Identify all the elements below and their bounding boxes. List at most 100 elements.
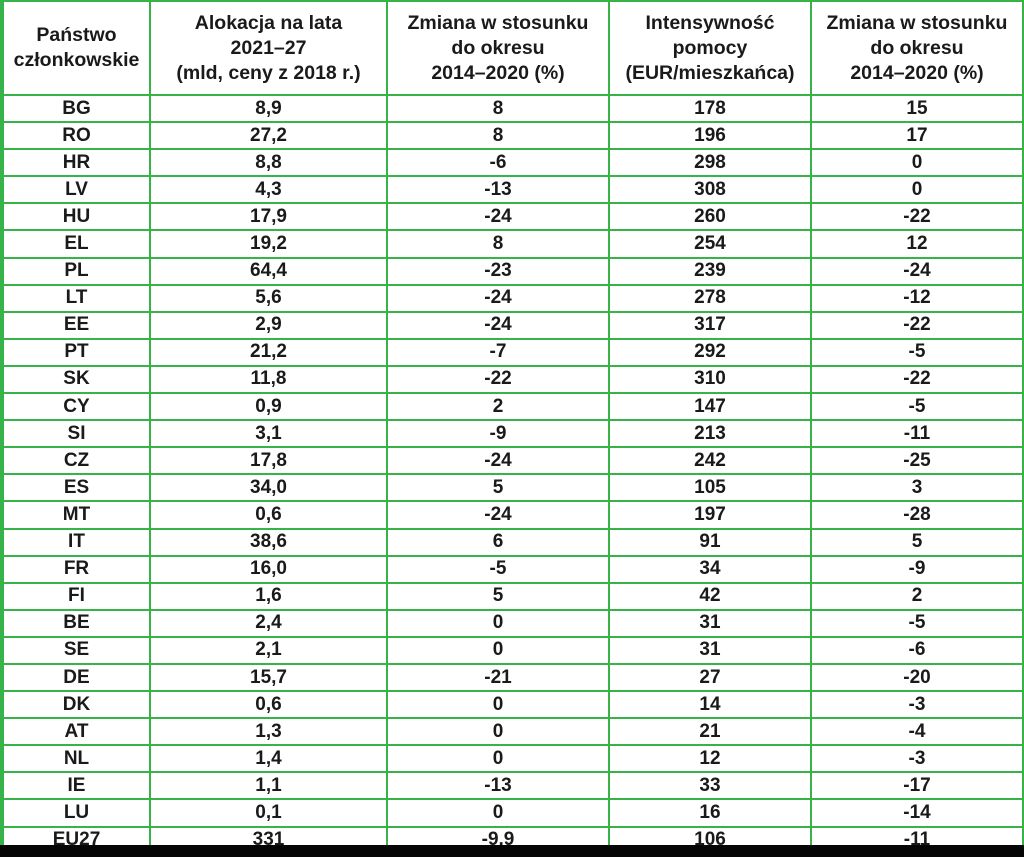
table-row: HU 17,9 -24 260 -22 (2, 202, 1024, 232)
table-row: BE 2,4 0 31 -5 (2, 608, 1024, 638)
table-row: FR 16,0 -5 34 -9 (2, 554, 1024, 584)
table-row: SK 11,8 -22 310 -22 (2, 364, 1024, 395)
cell-allocation: 5,6 (149, 283, 388, 313)
cell-intensity-change: 12 (810, 229, 1024, 259)
table-row: CZ 17,8 -24 242 -25 (2, 446, 1024, 476)
cell-allocation: 1,4 (149, 744, 388, 774)
table-row: RO 27,2 8 196 17 (2, 121, 1024, 151)
cell-member-state: ES (2, 473, 151, 503)
table-row: ES 34,0 5 105 3 (2, 473, 1024, 503)
table-row: DK 0,6 0 14 -3 (2, 690, 1024, 720)
cell-allocation-change: -23 (386, 256, 610, 286)
cell-allocation-change: 8 (386, 93, 610, 124)
cell-allocation: 38,6 (149, 527, 388, 557)
table-row: LU 0,1 0 16 -14 (2, 798, 1024, 828)
cell-intensity-change: 3 (810, 473, 1024, 503)
table-row: CY 0,9 2 147 -5 (2, 392, 1024, 422)
cell-allocation-change: 0 (386, 798, 610, 828)
cell-allocation: 0,6 (149, 690, 388, 720)
cell-member-state: FR (2, 554, 151, 584)
cell-allocation-change: 5 (386, 581, 610, 611)
cell-member-state: DK (2, 690, 151, 720)
cell-aid-intensity: 239 (608, 256, 812, 286)
cell-allocation-change: -13 (386, 771, 610, 801)
cell-aid-intensity: 260 (608, 202, 812, 232)
cell-aid-intensity: 34 (608, 554, 812, 584)
cell-allocation: 2,9 (149, 310, 388, 340)
cell-allocation: 64,4 (149, 256, 388, 286)
cell-aid-intensity: 213 (608, 419, 812, 449)
cell-member-state: CZ (2, 446, 151, 476)
cell-allocation: 1,1 (149, 771, 388, 801)
cell-intensity-change: -17 (810, 771, 1024, 801)
cell-member-state: SK (2, 364, 151, 395)
cell-intensity-change: -5 (810, 392, 1024, 422)
cell-intensity-change: -11 (810, 419, 1024, 449)
cell-aid-intensity: 14 (608, 690, 812, 720)
table-row: SE 2,1 0 31 -6 (2, 635, 1024, 665)
cell-allocation: 17,8 (149, 446, 388, 476)
cell-allocation-change: -21 (386, 662, 610, 693)
table-row: SI 3,1 -9 213 -11 (2, 419, 1024, 449)
cell-allocation: 4,3 (149, 175, 388, 205)
cell-allocation: 0,6 (149, 500, 388, 530)
cell-aid-intensity: 197 (608, 500, 812, 530)
header-line: do okresu (451, 36, 545, 59)
cell-allocation-change: -7 (386, 337, 610, 367)
cell-allocation: 0,9 (149, 392, 388, 422)
cell-allocation: 19,2 (149, 229, 388, 259)
header-line: 2014–2020 (%) (431, 61, 565, 84)
cell-member-state: HR (2, 148, 151, 178)
cell-allocation-change: -13 (386, 175, 610, 205)
table-row: PT 21,2 -7 292 -5 (2, 337, 1024, 367)
header-line: pomocy (672, 36, 748, 59)
cell-intensity-change: -24 (810, 256, 1024, 286)
cell-intensity-change: 15 (810, 93, 1024, 124)
cell-member-state: FI (2, 581, 151, 611)
table-header: Państwo członkowskie Alokacja na lata 20… (2, 2, 1024, 96)
cell-allocation: 21,2 (149, 337, 388, 367)
header-line: Intensywność (645, 11, 775, 34)
cell-allocation-change: -24 (386, 500, 610, 530)
cell-allocation-change: 8 (386, 121, 610, 151)
header-line: członkowskie (13, 49, 140, 71)
cell-intensity-change: 0 (810, 148, 1024, 178)
table-row: BG 8,9 8 178 15 (2, 93, 1024, 124)
header-line: do okresu (870, 36, 964, 59)
cell-aid-intensity: 33 (608, 771, 812, 801)
cell-intensity-change: -3 (810, 690, 1024, 720)
cell-member-state: BG (2, 93, 151, 124)
cell-intensity-change: 5 (810, 527, 1024, 557)
cell-intensity-change: -6 (810, 635, 1024, 665)
cell-allocation-change: -24 (386, 310, 610, 340)
cell-aid-intensity: 308 (608, 175, 812, 205)
cell-member-state: EE (2, 310, 151, 340)
cell-allocation-change: -24 (386, 446, 610, 476)
cell-member-state: DE (2, 662, 151, 693)
cell-aid-intensity: 178 (608, 93, 812, 124)
header-row: Państwo członkowskie Alokacja na lata 20… (2, 2, 1024, 96)
cell-allocation-change: -9 (386, 419, 610, 449)
header-line: Zmiana w stosunku (407, 11, 589, 34)
header-line: 2021–27 (230, 36, 307, 59)
table-row: AT 1,3 0 21 -4 (2, 717, 1024, 747)
cell-allocation: 8,9 (149, 93, 388, 124)
table-row: HR 8,8 -6 298 0 (2, 148, 1024, 178)
cell-aid-intensity: 105 (608, 473, 812, 503)
header-intensity-change: Zmiana w stosunku do okresu 2014–2020 (%… (810, 2, 1024, 96)
table-row: LV 4,3 -13 308 0 (2, 175, 1024, 205)
cell-aid-intensity: 91 (608, 527, 812, 557)
header-allocation: Alokacja na lata 2021–27 (mld, ceny z 20… (149, 2, 388, 96)
table-row: LT 5,6 -24 278 -12 (2, 283, 1024, 313)
cell-aid-intensity: 196 (608, 121, 812, 151)
cell-allocation: 16,0 (149, 554, 388, 584)
cell-allocation-change: -24 (386, 202, 610, 232)
cell-intensity-change: -5 (810, 608, 1024, 638)
cell-allocation: 27,2 (149, 121, 388, 151)
cell-allocation-change: -22 (386, 364, 610, 395)
cell-allocation: 0,1 (149, 798, 388, 828)
cell-member-state: CY (2, 392, 151, 422)
header-line: (EUR/mieszkańca) (625, 61, 795, 84)
